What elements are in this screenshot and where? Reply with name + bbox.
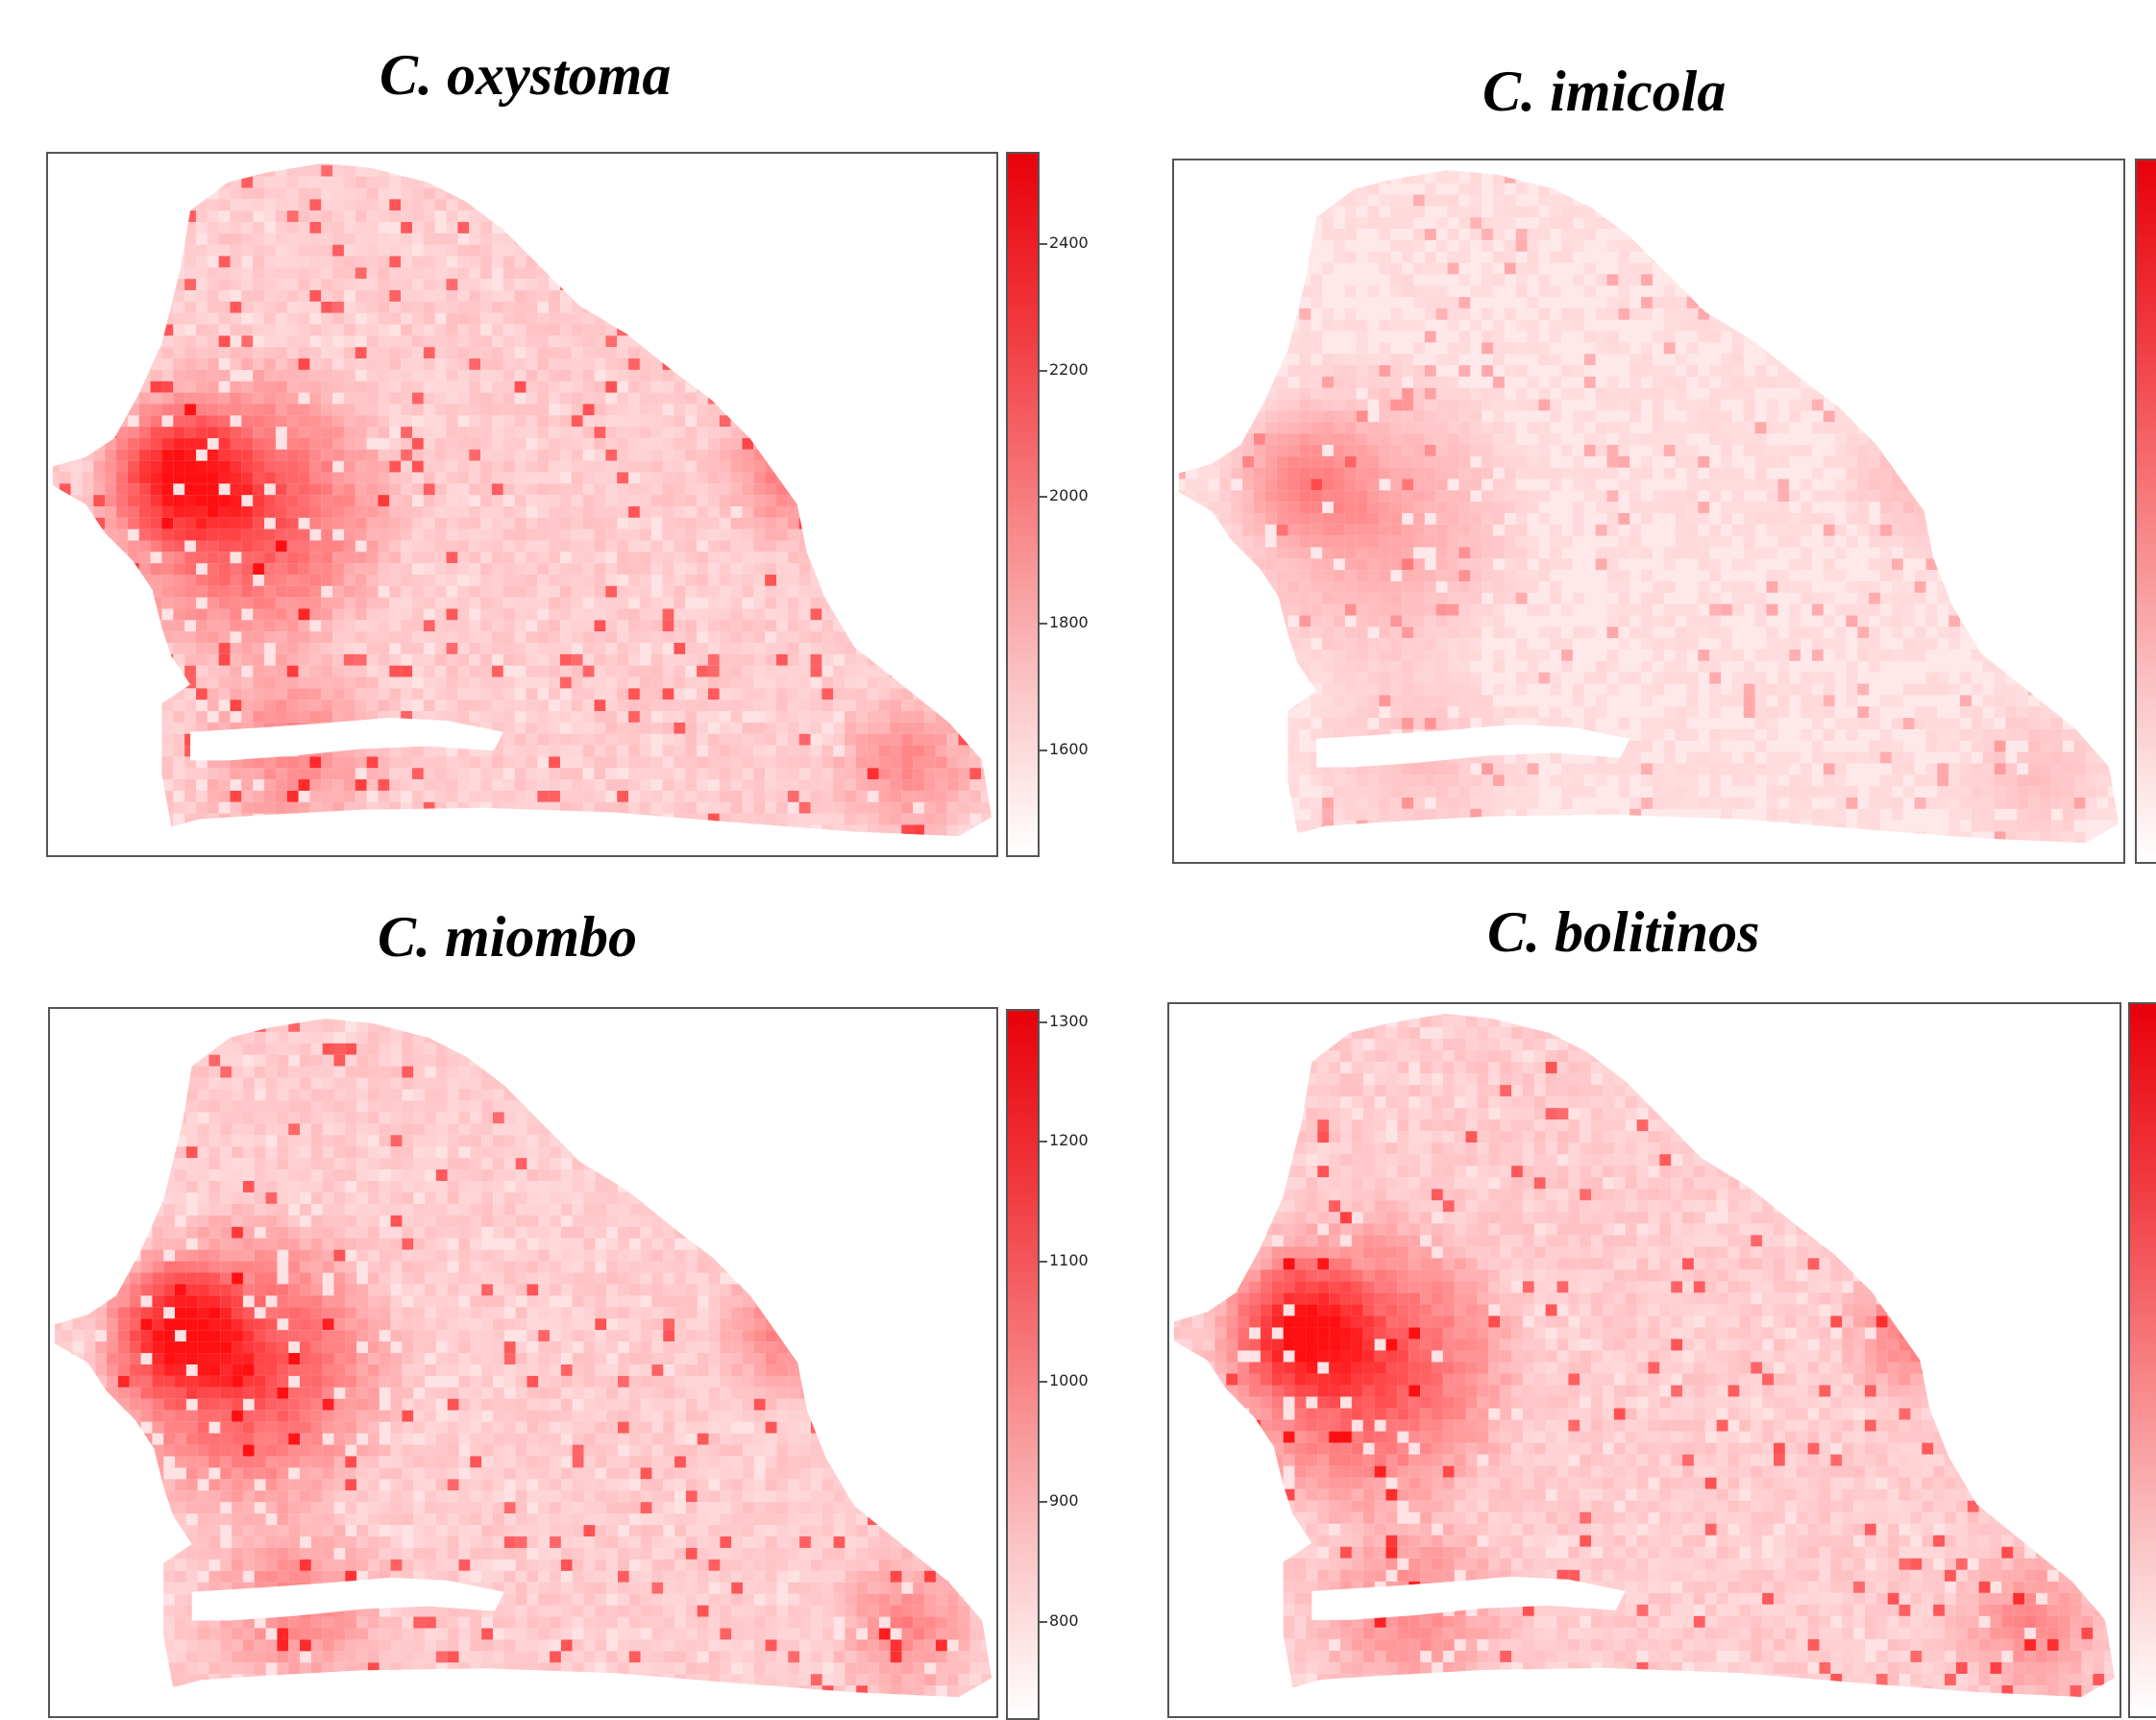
- legend-tick: [1040, 496, 1047, 498]
- senegal-heatmap-miombo: [50, 1009, 996, 1716]
- panel-title-oxystoma: C. oxystoma: [380, 46, 671, 104]
- legend-label: 1800: [1049, 615, 1089, 630]
- legend-label: 1000: [1049, 1373, 1089, 1388]
- legend-label: 1100: [1049, 1253, 1089, 1268]
- legend-tick: [1040, 1501, 1047, 1503]
- heatmap-cells: [1174, 160, 2123, 862]
- map-oxystoma: [46, 152, 998, 857]
- legend-tick: [1040, 1261, 1047, 1263]
- legend-bar-imicola: [2135, 159, 2156, 864]
- legend-label: 2000: [1049, 488, 1089, 504]
- legend-tick: [1040, 243, 1047, 245]
- legend-label: 1300: [1049, 1014, 1089, 1029]
- legend-tick: [1040, 1141, 1047, 1143]
- legend-bar-oxystoma: [1006, 152, 1040, 857]
- panel-title-miombo: C. miombo: [378, 908, 637, 966]
- legend-label: 1600: [1049, 742, 1089, 757]
- legend-label: 2200: [1049, 362, 1089, 378]
- legend-tick: [1040, 749, 1047, 751]
- legend-label: 2400: [1049, 235, 1089, 251]
- senegal-heatmap-oxystoma: [48, 154, 996, 855]
- legend-tick: [1040, 1021, 1047, 1023]
- senegal-heatmap-bolitinos: [1169, 1004, 2119, 1716]
- legend-tick: [1040, 370, 1047, 372]
- legend-bar-bolitinos: [2128, 1002, 2156, 1718]
- legend-label: 800: [1049, 1613, 1079, 1629]
- legend-bar-miombo: [1006, 1009, 1040, 1720]
- legend-tick: [1040, 1381, 1047, 1383]
- map-bolitinos: [1167, 1002, 2121, 1718]
- heatmap-cells: [1169, 1004, 2119, 1716]
- legend-tick: [1040, 623, 1047, 625]
- map-miombo: [48, 1007, 998, 1718]
- panel-title-bolitinos: C. bolitinos: [1487, 903, 1759, 961]
- map-imicola: [1172, 159, 2125, 864]
- legend-label: 1200: [1049, 1133, 1089, 1148]
- senegal-heatmap-imicola: [1174, 160, 2123, 862]
- panel-title-imicola: C. imicola: [1482, 62, 1726, 120]
- legend-label: 900: [1049, 1493, 1079, 1509]
- legend-tick: [1040, 1621, 1047, 1623]
